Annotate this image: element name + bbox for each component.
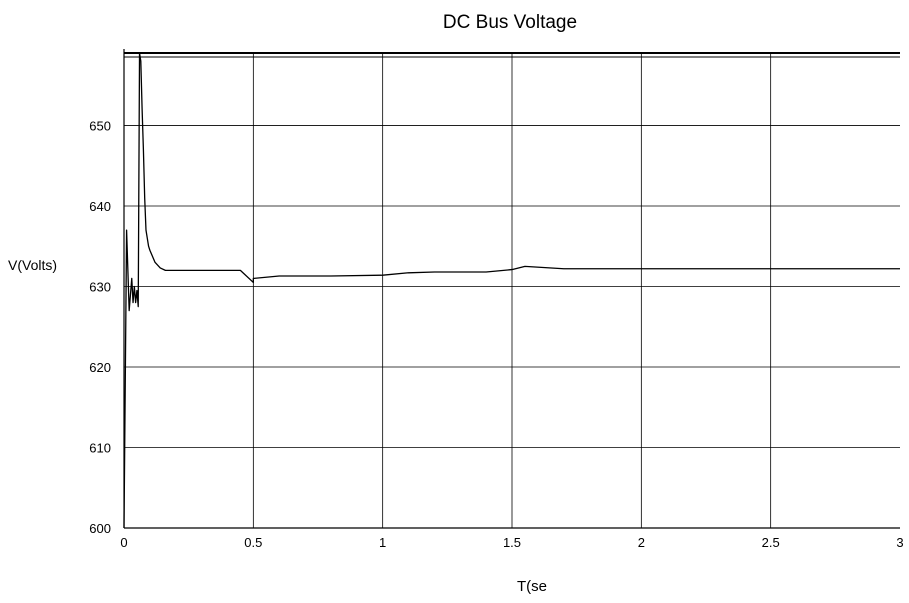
grid (124, 53, 900, 528)
y-tick-label: 620 (89, 360, 111, 375)
x-axis-label: T(se (517, 578, 547, 595)
x-tick-label: 3 (896, 535, 903, 550)
y-tick-label: 610 (89, 440, 111, 455)
y-tick-label: 650 (89, 118, 111, 133)
series (123, 52, 900, 529)
x-tick-label: 0 (120, 535, 127, 550)
x-tick-label: 0.5 (244, 535, 262, 550)
x-tick-label: 1.5 (503, 535, 521, 550)
x-tick-label: 2 (638, 535, 645, 550)
axes (123, 49, 900, 529)
y-axis-label: V(Volts) (8, 257, 57, 273)
y-tick-label: 640 (89, 199, 111, 214)
chart-title: DC Bus Voltage (443, 12, 577, 33)
tick-labels: 0 0.5 1 1.5 2 2.5 3 600 610 620 630 640 650 (89, 118, 903, 550)
y-tick-label: 630 (89, 279, 111, 294)
y-tick-label: 600 (89, 521, 111, 536)
x-tick-label: 2.5 (762, 535, 780, 550)
x-tick-label: 1 (379, 535, 386, 550)
series-line (123, 52, 900, 529)
